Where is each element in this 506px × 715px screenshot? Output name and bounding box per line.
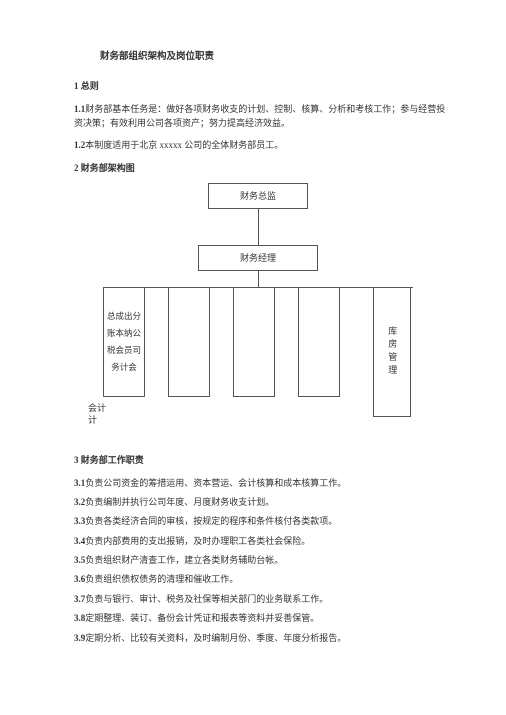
- duty-item: 3.5负责组织财产清查工作，建立各类财务辅助台帐。: [74, 553, 446, 567]
- duty-item-num: 3.8: [74, 613, 85, 623]
- org-column-1-line: 税会员司: [107, 342, 141, 359]
- org-column-1-line: 总成出分: [107, 308, 141, 325]
- section3-heading: 3 财务部工作职责: [74, 453, 446, 467]
- org-column-warehouse: 库房管理: [373, 287, 411, 417]
- duty-item-text: 定期分析、比较有关资料，及时编制月份、季度、年度分析报告。: [85, 633, 346, 643]
- org-column-2: [168, 287, 210, 397]
- duty-item-num: 3.3: [74, 516, 85, 526]
- label-accounting2: 计: [88, 413, 97, 427]
- p1-num: 1.1: [74, 104, 85, 114]
- node-finance-manager: 财务经理: [198, 245, 318, 271]
- duty-item-num: 3.7: [74, 594, 85, 604]
- page-title: 财务部组织架构及岗位职责: [100, 50, 446, 65]
- duty-item-num: 3.2: [74, 497, 85, 507]
- duty-item-text: 负责组织财产清查工作，建立各类财务辅助台帐。: [85, 555, 283, 565]
- section1-heading: 1 总则: [74, 79, 446, 93]
- connector-line: [258, 271, 259, 287]
- duty-item: 3.7负责与银行、审计、税务及社保等相关部门的业务联系工作。: [74, 592, 446, 606]
- duty-item: 3.6负责组织债权债务的清理和催收工作。: [74, 572, 446, 586]
- p1-text: 财务部基本任务是：做好各项财务收支的计划、控制、核算、分析和考核工作；参与经营投…: [74, 104, 445, 128]
- duty-item: 3.3负责各类经济合同的审核，按规定的程序和条件核付各类款项。: [74, 514, 446, 528]
- duty-item-text: 定期整理、装订、备份会计凭证和报表等资料并妥善保管。: [85, 613, 319, 623]
- duty-item: 3.1负责公司资金的筹措运用、资本营运、会计核算和成本核算工作。: [74, 476, 446, 490]
- duty-item: 3.4负责内部费用的支出报销，及时办理职工各类社会保险。: [74, 534, 446, 548]
- duty-item: 3.8定期整理、装订、备份会计凭证和报表等资料并妥善保管。: [74, 611, 446, 625]
- org-column-1-line: 务计会: [111, 359, 137, 376]
- duty-item-num: 3.1: [74, 478, 85, 488]
- section1-p2: 1.2本制度适用于北京 xxxxx 公司的全体财务部员工。: [74, 138, 446, 152]
- org-column-4: [298, 287, 340, 397]
- duty-item: 3.9定期分析、比较有关资料，及时编制月份、季度、年度分析报告。: [74, 631, 446, 645]
- p2-text: 本制度适用于北京 xxxxx 公司的全体财务部员工。: [85, 140, 283, 150]
- org-chart: 财务总监 财务经理 总成出分账本纳公税会员司务计会 库房管理 会计 计: [88, 183, 418, 443]
- duty-item-text: 负责各类经济合同的审核，按规定的程序和条件核付各类款项。: [85, 516, 337, 526]
- duty-item-num: 3.9: [74, 633, 85, 643]
- section1-p1: 1.1财务部基本任务是：做好各项财务收支的计划、控制、核算、分析和考核工作；参与…: [74, 102, 446, 131]
- org-column-1-line: 账本纳公: [107, 325, 141, 342]
- duty-item-text: 负责公司资金的筹措运用、资本营运、会计核算和成本核算工作。: [85, 478, 346, 488]
- org-column-1: 总成出分账本纳公税会员司务计会: [103, 287, 145, 397]
- duty-item-num: 3.6: [74, 574, 85, 584]
- duty-item-num: 3.4: [74, 536, 85, 546]
- duty-item-text: 负责与银行、审计、税务及社保等相关部门的业务联系工作。: [85, 594, 328, 604]
- duty-item-text: 负责编制并执行公司年度、月度财务收支计划。: [85, 497, 274, 507]
- section2-heading: 2 财务部架构图: [74, 161, 446, 175]
- connector-line: [258, 209, 259, 245]
- p2-num: 1.2: [74, 140, 85, 150]
- node-finance-director: 财务总监: [208, 183, 308, 209]
- org-column-3: [233, 287, 275, 397]
- duty-list: 3.1负责公司资金的筹措运用、资本营运、会计核算和成本核算工作。3.2负责编制并…: [74, 476, 446, 646]
- duty-item: 3.2负责编制并执行公司年度、月度财务收支计划。: [74, 495, 446, 509]
- duty-item-text: 负责内部费用的支出报销，及时办理职工各类社会保险。: [85, 536, 310, 546]
- duty-item-num: 3.5: [74, 555, 85, 565]
- duty-item-text: 负责组织债权债务的清理和催收工作。: [85, 574, 238, 584]
